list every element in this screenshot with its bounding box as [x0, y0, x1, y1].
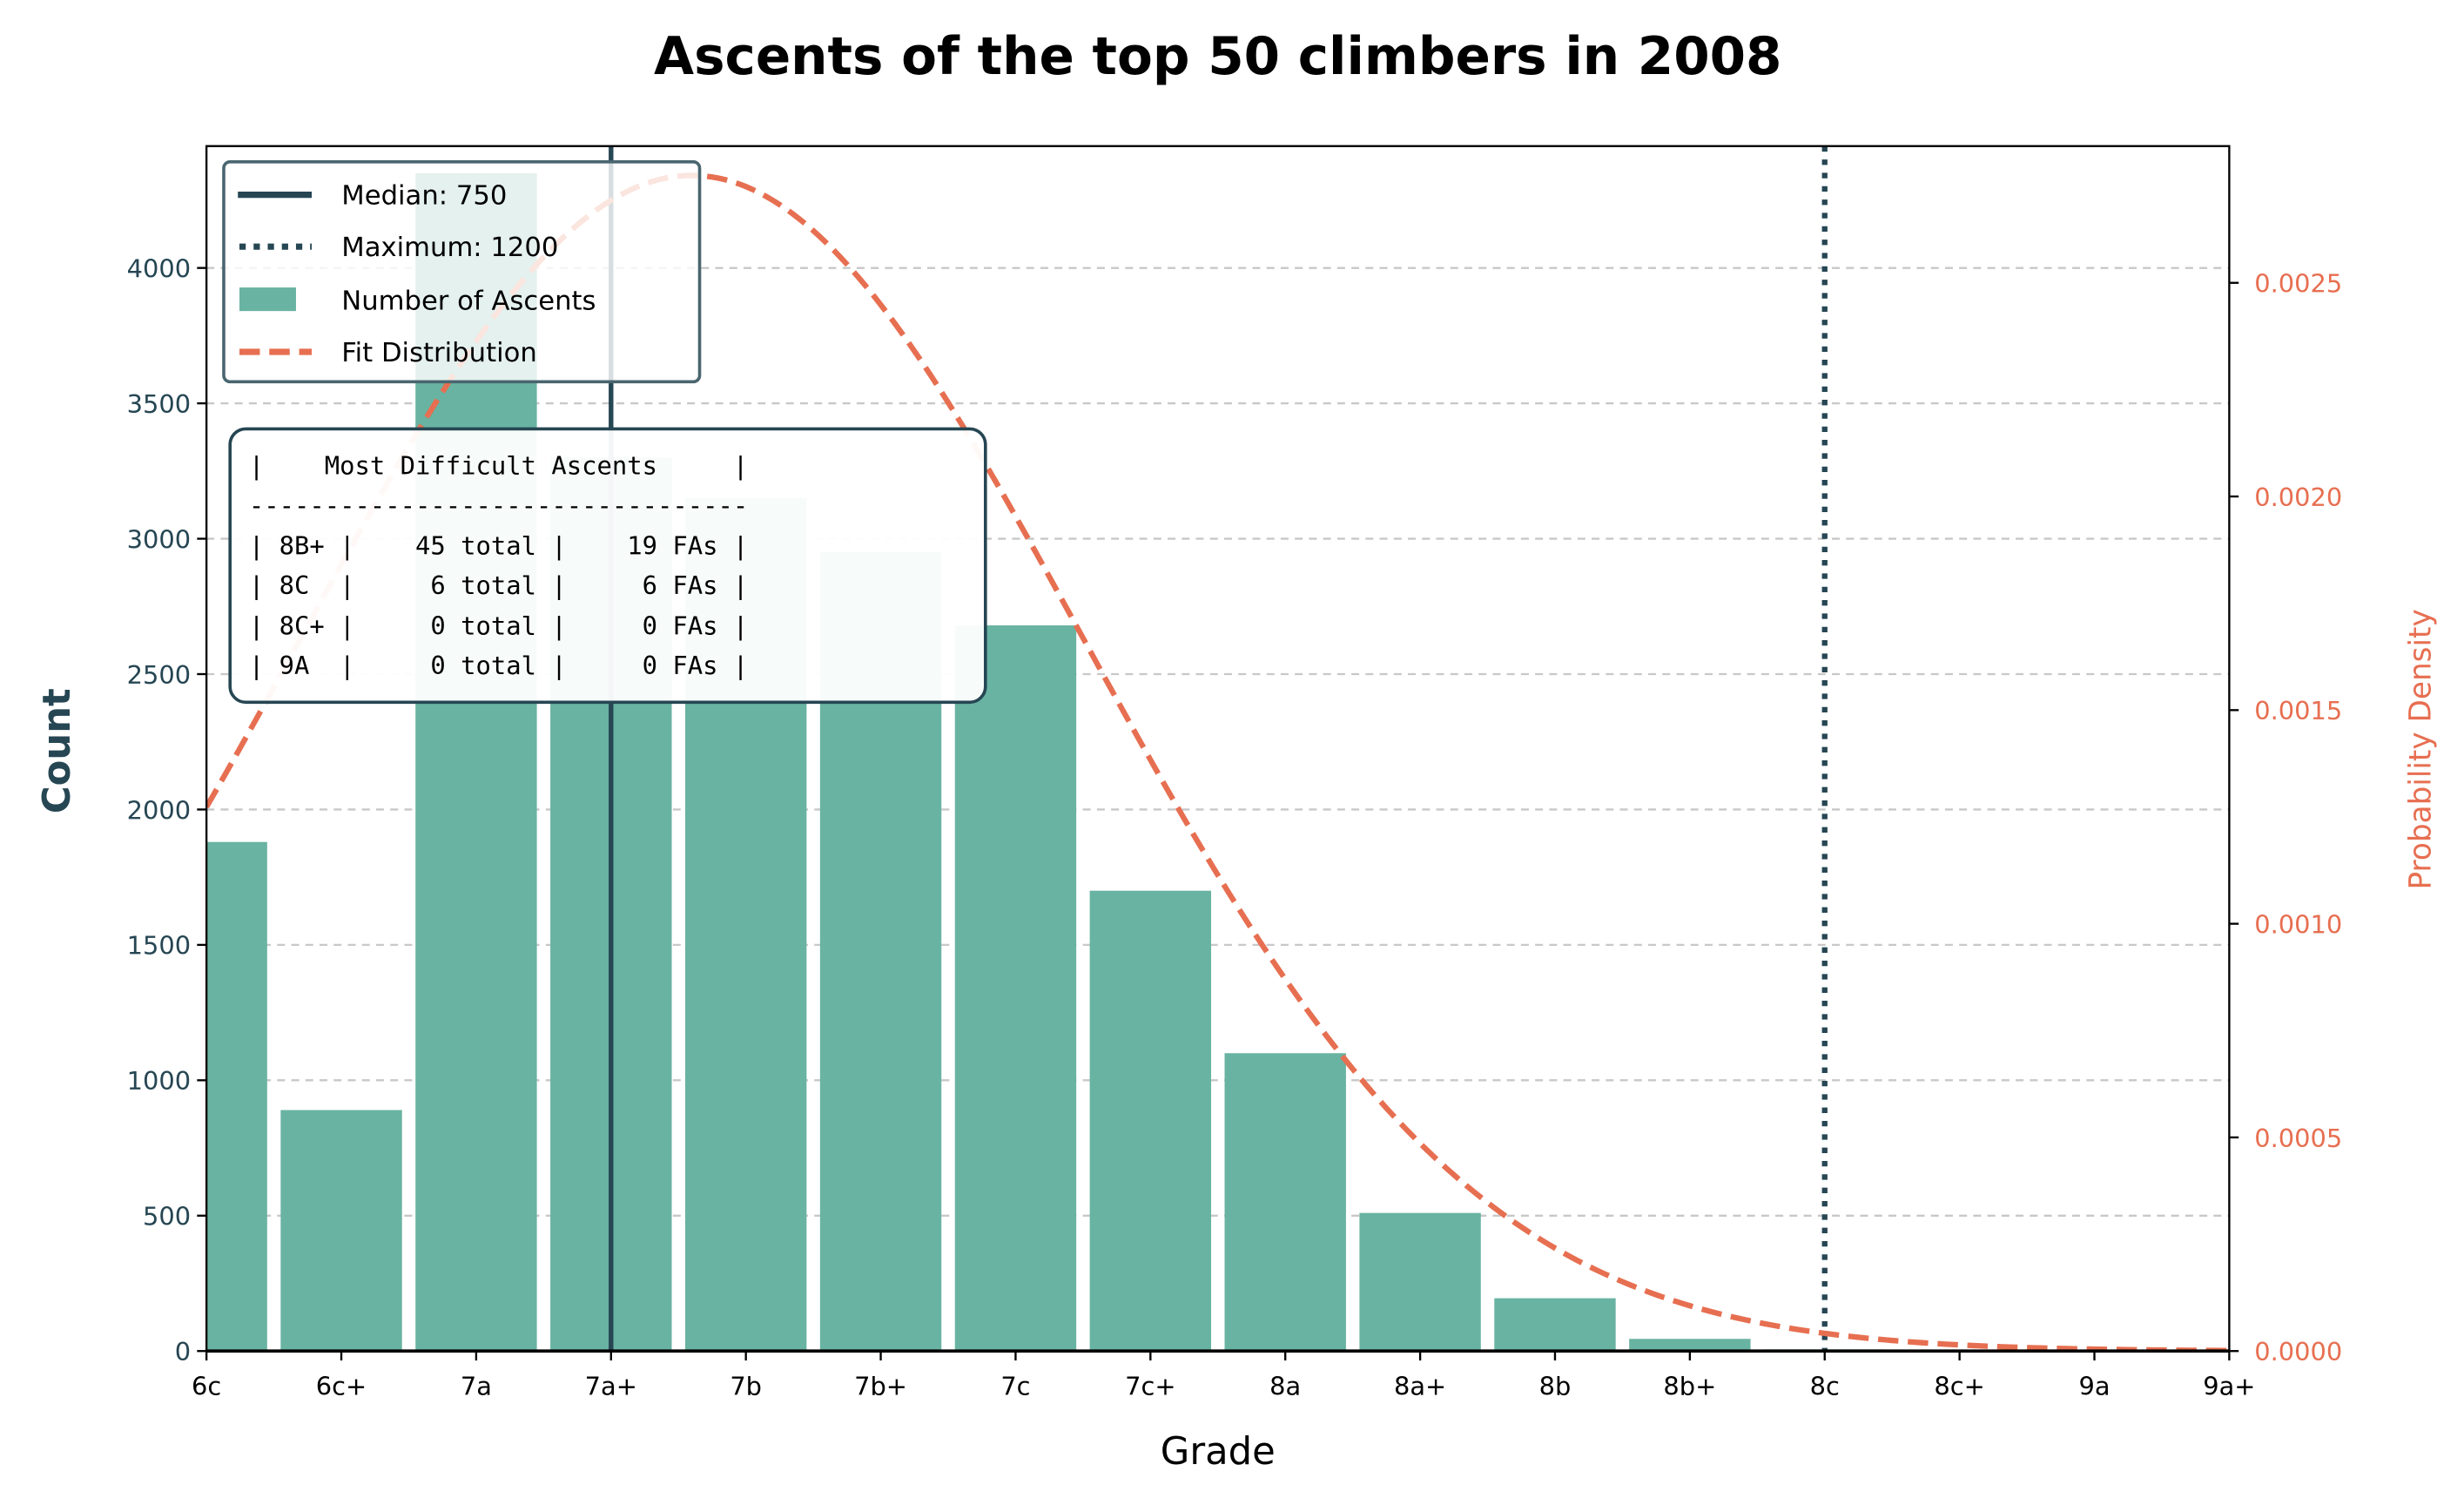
x-tick-label: 7c+	[1125, 1372, 1175, 1401]
bar-6c+	[280, 1110, 402, 1352]
textbox-line-8b-plus: | 8B+ | 45 total | 19 FAs |	[249, 531, 748, 561]
textbox-line-divider: ---------------------------------	[249, 490, 748, 520]
x-tick-label: 9a+	[2203, 1372, 2255, 1401]
legend-maximum-label: Maximum: 1200	[341, 233, 558, 263]
y-tick-label: 1500	[127, 931, 191, 961]
legend-median-label: Median: 750	[341, 180, 507, 211]
y-tick-label: 1000	[127, 1066, 191, 1096]
bar-8b+	[1629, 1339, 1751, 1352]
x-tick-label: 9a	[2078, 1372, 2110, 1401]
y-right-tick-label: 0.0020	[2254, 483, 2342, 512]
textbox-line-8c-plus: | 8C+ | 0 total | 0 FAs |	[249, 611, 748, 641]
textbox-frame	[228, 427, 987, 705]
chart-title: Ascents of the top 50 climbers in 2008	[654, 27, 1781, 87]
x-tick-label: 6c	[192, 1372, 221, 1401]
x-axis-label: Grade	[1161, 1430, 1276, 1474]
x-tick-label: 7b	[730, 1372, 762, 1401]
textbox-line-9a: | 9A | 0 total | 0 FAs |	[249, 651, 748, 680]
most-difficult-ascents-box: | Most Difficult Ascents | -------------…	[228, 427, 987, 705]
y-tick-label: 4000	[127, 253, 191, 283]
bar-8b	[1494, 1298, 1616, 1352]
bar-7c	[954, 625, 1077, 1352]
legend: Median: 750 Maximum: 1200 Number of Asce…	[222, 159, 702, 384]
bar-7c+	[1089, 890, 1212, 1352]
bar-8a+	[1359, 1212, 1481, 1352]
x-ticks: 6c 6c+ 7a 7a+ 7b 7b+ 7c 7c+ 8a 8a+ 8b 8b+ 8c 8c+ 9a 9a+	[192, 1351, 2256, 1401]
x-tick-label: 7a	[461, 1372, 492, 1401]
y-tick-label: 0	[175, 1337, 191, 1367]
y-tick-label: 2000	[127, 795, 191, 825]
y-right-tick-label: 0.0015	[2254, 696, 2342, 726]
legend-bars-label: Number of Ascents	[341, 286, 596, 316]
y-axis-right-label: Probability Density	[2403, 609, 2438, 889]
x-tick-label: 7b+	[854, 1372, 907, 1401]
bar-8a	[1224, 1053, 1346, 1352]
y-tick-label: 2500	[127, 660, 191, 690]
x-tick-label: 8c	[1810, 1372, 1840, 1401]
bar-6c	[206, 841, 267, 1352]
x-tick-label: 8c+	[1934, 1372, 1984, 1401]
x-tick-label: 8b+	[1663, 1372, 1716, 1401]
legend-frame	[222, 159, 702, 384]
textbox-line-8c: | 8C | 6 total | 6 FAs |	[249, 570, 748, 600]
y-tick-label: 3000	[127, 524, 191, 554]
y-right-tick-label: 0.0000	[2254, 1337, 2342, 1367]
y-ticks-right: 0.0000 0.0005 0.0010 0.0015 0.0020 0.0025	[2229, 269, 2342, 1367]
legend-fit-label: Fit Distribution	[341, 338, 537, 368]
x-tick-label: 8b	[1539, 1372, 1572, 1401]
legend-bars-swatch	[239, 287, 296, 312]
x-tick-label: 7c	[1000, 1372, 1030, 1401]
x-tick-label: 7a+	[585, 1372, 637, 1401]
y-axis-label: Count	[36, 688, 79, 813]
y-right-tick-label: 0.0025	[2254, 269, 2342, 299]
y-right-tick-label: 0.0010	[2254, 909, 2342, 939]
y-tick-label: 3500	[127, 389, 191, 419]
y-ticks: 0 500 1000 1500 2000 2500 3000 3500 4000	[127, 253, 207, 1367]
y-right-tick-label: 0.0005	[2254, 1124, 2342, 1153]
x-tick-label: 8a	[1269, 1372, 1301, 1401]
x-tick-label: 6c+	[316, 1372, 367, 1401]
y-tick-label: 500	[143, 1202, 191, 1232]
textbox-line-header: | Most Difficult Ascents |	[249, 451, 748, 481]
x-tick-label: 8a+	[1394, 1372, 1446, 1401]
